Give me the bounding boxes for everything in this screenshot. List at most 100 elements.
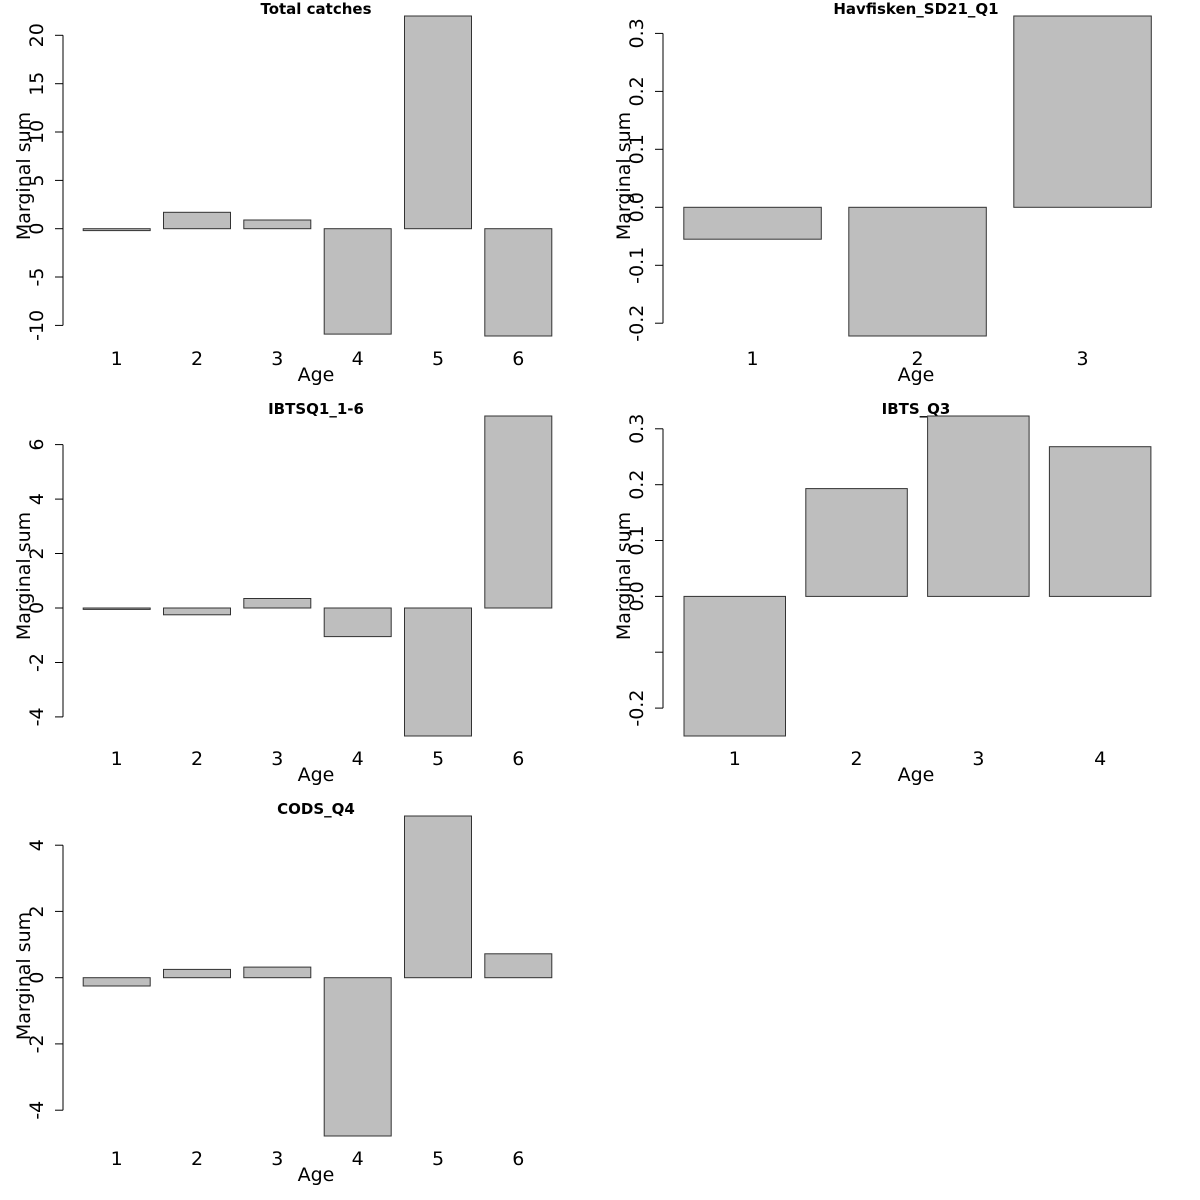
y-tick-label: 0.3 xyxy=(626,18,648,48)
x-tick-label: 4 xyxy=(352,748,364,770)
y-tick-label: -0.2 xyxy=(626,690,648,727)
y-tick-label: -2 xyxy=(26,653,48,672)
bar-age-2 xyxy=(163,211,231,230)
bar-age-2 xyxy=(848,206,987,337)
y-tick-label: -0.2 xyxy=(626,305,648,342)
x-axis-label: Age xyxy=(298,764,335,786)
bar-age-1 xyxy=(82,228,151,232)
y-tick-label: 20 xyxy=(26,23,48,47)
y-tick-label: 0.0 xyxy=(626,192,648,222)
x-tick-label: 4 xyxy=(1094,748,1106,770)
x-tick-label: 4 xyxy=(352,348,364,370)
chart-panel-1: Total catches 1 2 3 4 5 6 -10 -5 0 5 10 15 20 Age Margi… xyxy=(13,0,553,386)
x-axis-label: Age xyxy=(898,764,935,786)
bar-age-5 xyxy=(404,15,472,230)
x-tick-label: 3 xyxy=(271,348,283,370)
y-tick-label: 0.1 xyxy=(626,134,648,164)
y-axis-label: Marginal sum xyxy=(13,512,35,640)
y-tick-label: 0 xyxy=(26,972,48,984)
chart-title: IBTSQ1_1-6 xyxy=(268,400,364,418)
x-axis-label: Age xyxy=(298,1164,335,1186)
bar-age-6 xyxy=(484,953,553,979)
y-tick-label: 2 xyxy=(26,905,48,917)
x-tick-label: 6 xyxy=(512,748,524,770)
bar-age-4 xyxy=(323,977,392,1137)
x-tick-label: 3 xyxy=(972,748,984,770)
y-tick-label: 10 xyxy=(26,120,48,144)
x-tick-label: 1 xyxy=(729,748,741,770)
chart-panel-3: IBTSQ1_1-6 1 2 3 4 5 6 -4 -2 0 2 4 6 Age Marginal sum xyxy=(13,400,553,786)
y-tick-label: 5 xyxy=(26,174,48,186)
y-tick-label: 4 xyxy=(26,839,48,851)
y-tick-label: -4 xyxy=(26,1101,48,1120)
bar-age-4 xyxy=(323,228,392,335)
y-tick-label: 0.3 xyxy=(626,414,648,444)
y-tick-label: 0.1 xyxy=(626,525,648,555)
y-tick-label: 2 xyxy=(26,547,48,559)
x-tick-label: 2 xyxy=(191,748,203,770)
bar-age-3 xyxy=(243,598,312,609)
bar-age-5 xyxy=(404,607,472,737)
bar-age-4 xyxy=(323,607,392,638)
chart-panel-5: CODS_Q4 1 2 3 4 5 6 -4 -2 0 2 4 Age Marginal sum xyxy=(13,800,553,1186)
y-tick-label: 15 xyxy=(26,72,48,96)
y-tick-label: -0.1 xyxy=(626,247,648,284)
x-tick-label: 1 xyxy=(111,1148,123,1170)
y-tick-label: -2 xyxy=(26,1034,48,1053)
bar-age-5 xyxy=(404,815,472,979)
y-tick-label: 0.2 xyxy=(626,76,648,106)
x-tick-label: 1 xyxy=(111,748,123,770)
y-tick-label: 6 xyxy=(26,439,48,451)
chart-panel-2: Havfisken_SD21_Q1 1 2 3 -0.2 -0.1 0.0 0.1 0.2 0.3… xyxy=(613,0,1152,386)
y-tick-label: -5 xyxy=(26,268,48,287)
y-tick-label: 0 xyxy=(26,602,48,614)
y-axis-label: Marginal sum xyxy=(13,912,35,1040)
x-axis-label: Age xyxy=(898,364,935,386)
bar-age-3 xyxy=(927,415,1030,597)
bar-age-1 xyxy=(82,977,151,987)
y-tick-label: 4 xyxy=(26,493,48,505)
y-axis-label: Marginal sum xyxy=(613,512,635,640)
y-tick-label: 0.2 xyxy=(626,470,648,500)
bar-age-2 xyxy=(805,488,908,597)
bar-age-1 xyxy=(683,595,786,737)
x-tick-label: 5 xyxy=(432,1148,444,1170)
x-tick-label: 2 xyxy=(911,348,923,370)
y-tick-label: 0 xyxy=(26,223,48,235)
y-tick-label: -4 xyxy=(26,707,48,726)
x-tick-label: 3 xyxy=(271,1148,283,1170)
x-tick-label: 6 xyxy=(512,348,524,370)
chart-title: Havfisken_SD21_Q1 xyxy=(833,0,998,18)
x-tick-label: 4 xyxy=(352,1148,364,1170)
x-tick-label: 6 xyxy=(512,1148,524,1170)
x-tick-label: 3 xyxy=(271,748,283,770)
x-tick-label: 5 xyxy=(432,748,444,770)
chart-title: IBTS_Q3 xyxy=(882,400,951,418)
bar-age-3 xyxy=(243,219,312,230)
x-tick-label: 3 xyxy=(1076,348,1088,370)
y-axis-label: Marginal sum xyxy=(613,112,635,240)
bar-age-3 xyxy=(1013,15,1152,208)
x-tick-label: 2 xyxy=(191,348,203,370)
x-tick-label: 1 xyxy=(746,348,758,370)
x-tick-label: 5 xyxy=(432,348,444,370)
chart-panel-4: IBTS_Q3 1 2 3 4 -0.2 0.0 0.1 0.2 0.3 Age Marginal s… xyxy=(613,400,1152,786)
bar-age-3 xyxy=(243,966,312,979)
x-axis-label: Age xyxy=(298,364,335,386)
bar-age-6 xyxy=(484,415,553,609)
chart-title: CODS_Q4 xyxy=(277,800,355,818)
y-tick-label: -10 xyxy=(26,310,48,341)
y-axis-label: Marginal sum xyxy=(13,112,35,240)
x-tick-label: 2 xyxy=(191,1148,203,1170)
bar-age-6 xyxy=(484,228,553,337)
x-tick-label: 1 xyxy=(111,348,123,370)
bar-age-1 xyxy=(683,206,822,240)
chart-title: Total catches xyxy=(260,0,371,18)
y-tick-label: 0.0 xyxy=(626,581,648,611)
x-tick-label: 2 xyxy=(851,748,863,770)
bar-age-1 xyxy=(82,607,151,610)
bar-age-2 xyxy=(163,968,231,979)
bar-age-2 xyxy=(163,607,231,616)
bar-age-4 xyxy=(1048,446,1152,597)
